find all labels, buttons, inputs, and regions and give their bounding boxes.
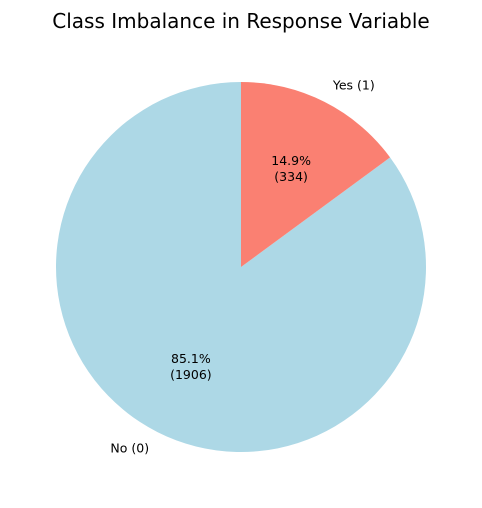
slice-label-no-0: No (0) — [110, 441, 149, 456]
pie-slices — [56, 82, 427, 453]
slice-pct-yes-1: 14.9% — [271, 153, 311, 168]
pie-slice-yes-1 — [241, 82, 391, 267]
chart-title: Class Imbalance in Response Variable — [52, 9, 429, 33]
slice-pct-no-0: 85.1% — [171, 351, 211, 366]
pie-slice-no-0 — [56, 82, 427, 453]
slice-count-no-0: (1906) — [170, 367, 212, 382]
pie-labels: No (0) 85.1%(1906) Yes (1) 14.9%(334) — [110, 77, 374, 455]
slice-label-yes-1: Yes (1) — [332, 77, 375, 92]
slice-count-yes-1: (334) — [274, 169, 308, 184]
